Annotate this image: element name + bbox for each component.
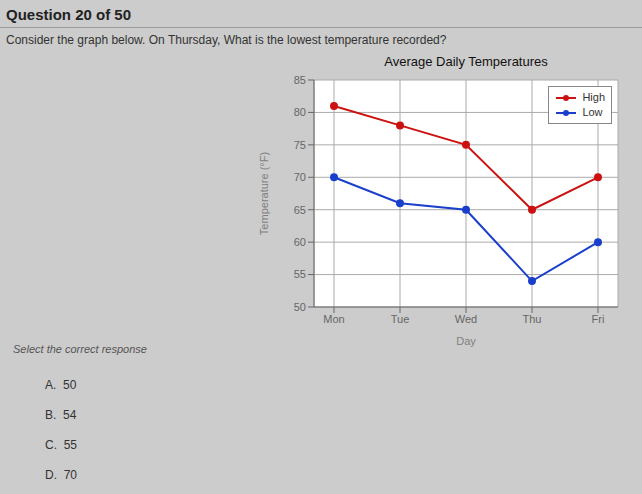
- svg-text:Day: Day: [456, 335, 476, 347]
- svg-text:70: 70: [294, 171, 306, 183]
- svg-text:75: 75: [294, 139, 306, 151]
- html-text:Average Daily Temperatures: Average Daily Temperatures: [384, 54, 548, 69]
- svg-text:85: 85: [294, 74, 306, 86]
- html-text:Consider the graph below. On T: Consider the graph below. On Thursday, W…: [6, 33, 447, 47]
- svg-text:65: 65: [294, 204, 306, 216]
- svg-text:Tue: Tue: [391, 313, 410, 325]
- html-text:Select the correct response: Select the correct response: [13, 343, 147, 355]
- svg-text:Mon: Mon: [323, 313, 344, 325]
- html-text:Low: Low: [582, 106, 603, 118]
- html-text:D. 70: D. 70: [45, 468, 77, 482]
- html-text:B. 54: B. 54: [45, 408, 77, 422]
- svg-text:80: 80: [294, 106, 306, 118]
- svg-text:55: 55: [294, 268, 306, 280]
- svg-text:Thu: Thu: [523, 313, 542, 325]
- svg-text:Wed: Wed: [455, 313, 477, 325]
- html-text:Question 20 of 50: Question 20 of 50: [6, 6, 131, 23]
- html-text:High: High: [582, 91, 605, 103]
- svg-text:50: 50: [294, 301, 306, 313]
- html-text:A. 50: A. 50: [45, 378, 77, 392]
- svg-text:60: 60: [294, 236, 306, 248]
- svg-text:Temperature (°F): Temperature (°F): [258, 152, 270, 235]
- svg-text:Fri: Fri: [592, 313, 605, 325]
- html-text:C. 55: C. 55: [45, 438, 77, 452]
